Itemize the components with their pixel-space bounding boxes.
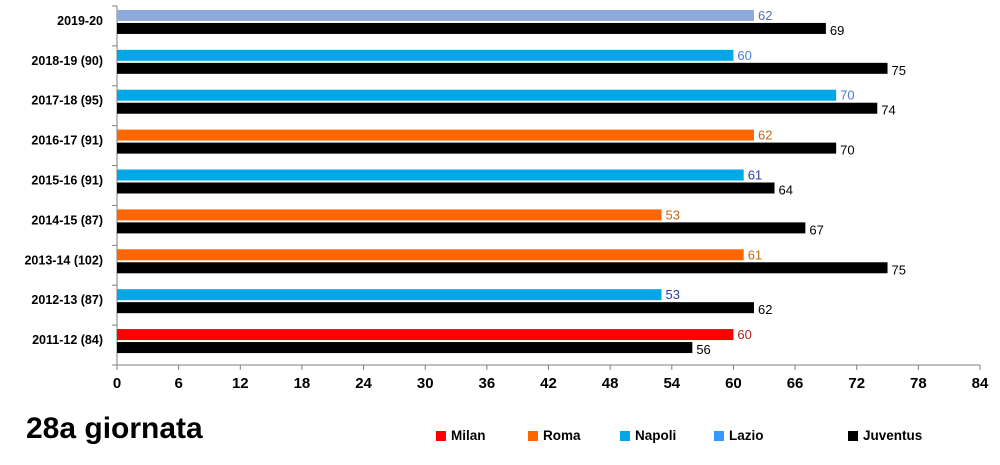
- chart-title: 28a giornata: [26, 412, 203, 445]
- bar-juventus: [117, 142, 837, 154]
- data-label-juventus: 67: [809, 222, 823, 237]
- bar-second-place: [117, 169, 744, 181]
- data-label-second-place: 70: [840, 88, 854, 103]
- x-tick-label: 42: [540, 375, 557, 392]
- x-tick-label: 12: [232, 375, 249, 392]
- bar-juventus: [117, 62, 888, 74]
- data-label-second-place: 53: [666, 287, 680, 302]
- legend-item-lazio: Lazio: [714, 428, 764, 443]
- data-label-juventus: 74: [881, 103, 895, 118]
- bar-juventus: [117, 182, 775, 194]
- bar-second-place: [117, 49, 734, 61]
- bar-juventus: [117, 262, 888, 274]
- legend-item-juventus: Juventus: [848, 428, 922, 443]
- legend-swatch-milan: [436, 430, 446, 441]
- x-tick-label: 18: [294, 375, 311, 392]
- bar-second-place: [117, 209, 662, 221]
- x-tick-label: 54: [663, 375, 680, 392]
- data-label-juventus: 62: [758, 302, 772, 317]
- bar-second-place: [117, 249, 744, 261]
- category-label: 2014-15 (87): [31, 213, 103, 227]
- legend-swatch-roma: [528, 430, 538, 441]
- data-label-juventus: 75: [892, 63, 906, 78]
- x-tick-label: 72: [848, 375, 865, 392]
- data-label-juventus: 69: [830, 23, 844, 38]
- x-tick-label: 30: [417, 375, 434, 392]
- category-label: 2011-12 (84): [32, 333, 103, 347]
- category-label: 2012-13 (87): [31, 293, 103, 307]
- bar-juventus: [117, 222, 806, 234]
- data-label-juventus: 56: [696, 342, 710, 357]
- bar-second-place: [117, 329, 734, 341]
- legend-label-roma: Roma: [543, 428, 581, 443]
- bar-chart: 0 6 12 18 24 30 36 42 48 54 60 66 72 78 84 2019-20 62 69 2…: [24, 5, 989, 392]
- data-label-second-place: 53: [666, 207, 680, 222]
- legend-item-roma: Roma: [528, 428, 581, 443]
- x-tick-label: 36: [479, 375, 496, 392]
- legend-label-napoli: Napoli: [635, 428, 677, 443]
- data-label-second-place: 61: [748, 168, 762, 183]
- x-tick-label: 66: [787, 375, 804, 392]
- legend-label-juventus: Juventus: [863, 428, 923, 443]
- bar-second-place: [117, 89, 837, 101]
- category-label: 2018-19 (90): [31, 54, 103, 68]
- x-tick-label: 24: [355, 375, 372, 392]
- data-label-second-place: 60: [737, 48, 751, 63]
- x-tick-label: 6: [174, 375, 182, 392]
- data-label-juventus: 64: [779, 183, 793, 198]
- legend: Milan Roma Napoli Lazio Juventus: [0, 428, 1000, 448]
- bar-second-place: [117, 129, 754, 141]
- category-label: 2019-20: [57, 14, 103, 28]
- legend-label-milan: Milan: [451, 428, 486, 443]
- legend-swatch-napoli: [620, 430, 630, 441]
- bar-juventus: [117, 302, 754, 314]
- bar-second-place: [117, 289, 662, 301]
- x-tick-label: 84: [972, 375, 989, 392]
- legend-swatch-lazio: [714, 430, 724, 441]
- bar-juventus: [117, 22, 826, 34]
- legend-item-milan: Milan: [436, 428, 486, 443]
- bar-juventus: [117, 102, 878, 114]
- legend-label-lazio: Lazio: [729, 428, 764, 443]
- bar-second-place: [117, 9, 754, 21]
- x-tick-label: 60: [725, 375, 742, 392]
- data-label-juventus: 70: [840, 143, 854, 158]
- x-tick-label: 48: [602, 375, 619, 392]
- legend-item-napoli: Napoli: [620, 428, 676, 443]
- data-label-second-place: 61: [748, 247, 762, 262]
- legend-swatch-juventus: [848, 430, 858, 441]
- category-label: 2015-16 (91): [31, 174, 103, 188]
- x-tick-label: 0: [113, 375, 121, 392]
- category-label: 2017-18 (95): [31, 94, 103, 108]
- data-label-juventus: 75: [892, 262, 906, 277]
- data-label-second-place: 60: [737, 327, 751, 342]
- data-label-second-place: 62: [758, 8, 772, 23]
- bar-juventus: [117, 342, 693, 354]
- category-label: 2016-17 (91): [31, 134, 103, 148]
- x-tick-label: 78: [910, 375, 927, 392]
- category-label: 2013-14 (102): [24, 253, 103, 267]
- data-label-second-place: 62: [758, 128, 772, 143]
